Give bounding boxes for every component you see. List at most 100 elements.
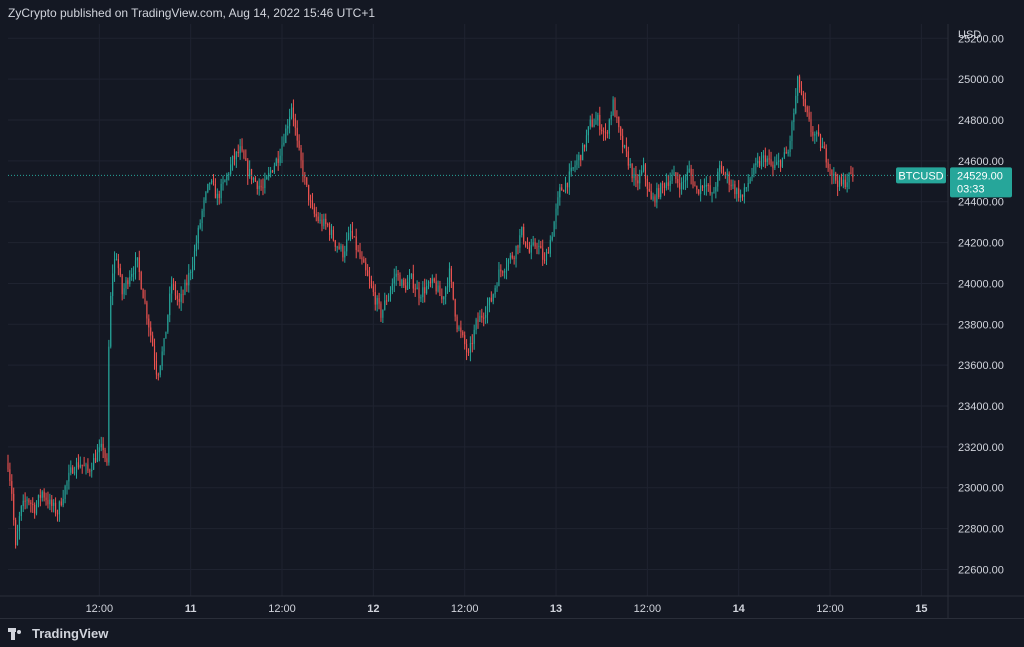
- candlestick-series: [7, 74, 854, 549]
- candle-body: [47, 499, 49, 505]
- candle-body: [652, 196, 654, 200]
- candle-body: [561, 187, 563, 191]
- candle-body: [582, 144, 584, 161]
- candle-body: [412, 273, 414, 289]
- candle-body: [289, 116, 291, 126]
- candle-body: [599, 115, 601, 130]
- candle-body: [591, 119, 593, 127]
- candle-body: [201, 210, 203, 223]
- candle-body: [717, 171, 719, 187]
- candle-body: [77, 462, 79, 468]
- candle-body: [329, 225, 331, 236]
- candle-body: [623, 145, 626, 148]
- candle-body: [614, 99, 616, 117]
- candle-body: [367, 270, 369, 276]
- candle-body: [275, 158, 277, 166]
- candle-body: [740, 194, 742, 198]
- candle-body: [779, 160, 782, 167]
- candle-body: [155, 360, 157, 375]
- candle-body: [148, 318, 150, 328]
- candle-body: [622, 135, 624, 148]
- candle-body: [344, 251, 346, 258]
- footer-bar: TradingView: [0, 618, 1024, 647]
- candle-body: [214, 183, 216, 199]
- candle-body: [209, 182, 211, 184]
- candle-body: [96, 452, 99, 462]
- candle-body: [747, 183, 749, 188]
- candle-body: [55, 502, 57, 514]
- candle-body: [134, 260, 137, 274]
- candle-body: [641, 170, 643, 175]
- candle-body: [688, 168, 690, 173]
- candle-body: [485, 314, 487, 318]
- candle-body: [138, 257, 140, 272]
- time-tick-label: 11: [185, 603, 197, 615]
- price-tick-label: 23400.00: [958, 401, 1004, 413]
- candle-body: [660, 183, 662, 198]
- candle-body: [266, 176, 268, 180]
- candle-body: [804, 98, 806, 107]
- candle-body: [254, 178, 256, 182]
- candle-body: [112, 273, 114, 297]
- candle-body: [228, 174, 230, 176]
- candle-body: [62, 499, 64, 506]
- candle-body: [629, 164, 631, 166]
- candle-body: [610, 115, 612, 120]
- candle-body: [606, 132, 608, 134]
- candle-body: [504, 271, 506, 273]
- candle-body: [776, 161, 778, 165]
- candle-body: [466, 344, 468, 352]
- candle-body: [389, 290, 392, 296]
- candle-body: [448, 268, 451, 286]
- candle-body: [551, 236, 553, 240]
- candle-body: [205, 191, 207, 201]
- candle-body: [115, 259, 118, 261]
- candle-body: [321, 219, 323, 227]
- candle-body: [574, 165, 576, 168]
- candle-body: [515, 245, 517, 259]
- candle-body: [785, 152, 787, 154]
- candle-body: [475, 319, 477, 330]
- time-tick-label: 12:00: [86, 603, 114, 615]
- candle-body: [587, 126, 589, 136]
- time-tick-label: 12:00: [268, 603, 296, 615]
- price-tick-label: 24600.00: [958, 156, 1004, 168]
- candle-body: [167, 315, 169, 332]
- candle-body: [709, 185, 711, 194]
- candle-body: [654, 196, 656, 203]
- candle-body: [74, 472, 76, 474]
- candle-body: [376, 298, 378, 305]
- candle-body: [481, 315, 483, 318]
- candle-body: [163, 338, 165, 352]
- candle-body: [585, 135, 588, 148]
- price-tick-label: 22600.00: [958, 564, 1004, 576]
- candle-body: [304, 176, 306, 178]
- candle-body: [330, 229, 333, 236]
- candle-body: [679, 183, 681, 190]
- candle-body: [125, 280, 127, 289]
- candle-body: [545, 252, 548, 261]
- time-tick-label: 12:00: [816, 603, 844, 615]
- candle-body: [216, 193, 218, 199]
- candle-body: [521, 226, 523, 236]
- price-tick-label: 24800.00: [958, 115, 1004, 127]
- price-axis[interactable]: 22600.00 22800.00 23000.00 23200.00 23400.00…: [947, 24, 1004, 618]
- candle-body: [136, 257, 138, 261]
- candle-body: [34, 504, 36, 514]
- candle-body: [833, 173, 835, 176]
- time-axis[interactable]: 12:00 11 12:00 12 12:00 13 12:00 14 12:00 15: [0, 595, 1024, 615]
- candle-body: [837, 180, 839, 187]
- candle-body: [766, 158, 768, 163]
- candle-body: [359, 250, 361, 258]
- candle-body: [568, 171, 570, 188]
- candle-body: [317, 216, 319, 222]
- candle-body: [133, 273, 135, 275]
- candle-body: [825, 148, 827, 163]
- candle-body: [270, 170, 272, 173]
- candle-body: [507, 259, 510, 267]
- tradingview-logo[interactable]: TradingView: [8, 626, 108, 641]
- candle-body: [273, 165, 275, 173]
- candle-body: [387, 295, 390, 302]
- candle-body: [517, 245, 519, 248]
